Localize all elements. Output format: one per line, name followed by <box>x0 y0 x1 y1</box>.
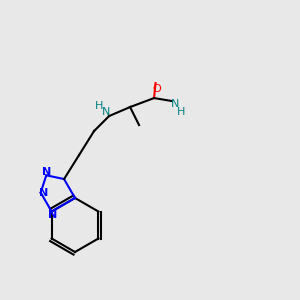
Text: N: N <box>102 106 110 117</box>
Text: N: N <box>42 167 51 177</box>
Text: H: H <box>94 100 103 111</box>
Text: N: N <box>49 209 58 220</box>
Text: O: O <box>153 84 161 94</box>
Text: N: N <box>39 188 48 198</box>
Text: N: N <box>171 99 179 109</box>
Text: H: H <box>177 106 185 117</box>
